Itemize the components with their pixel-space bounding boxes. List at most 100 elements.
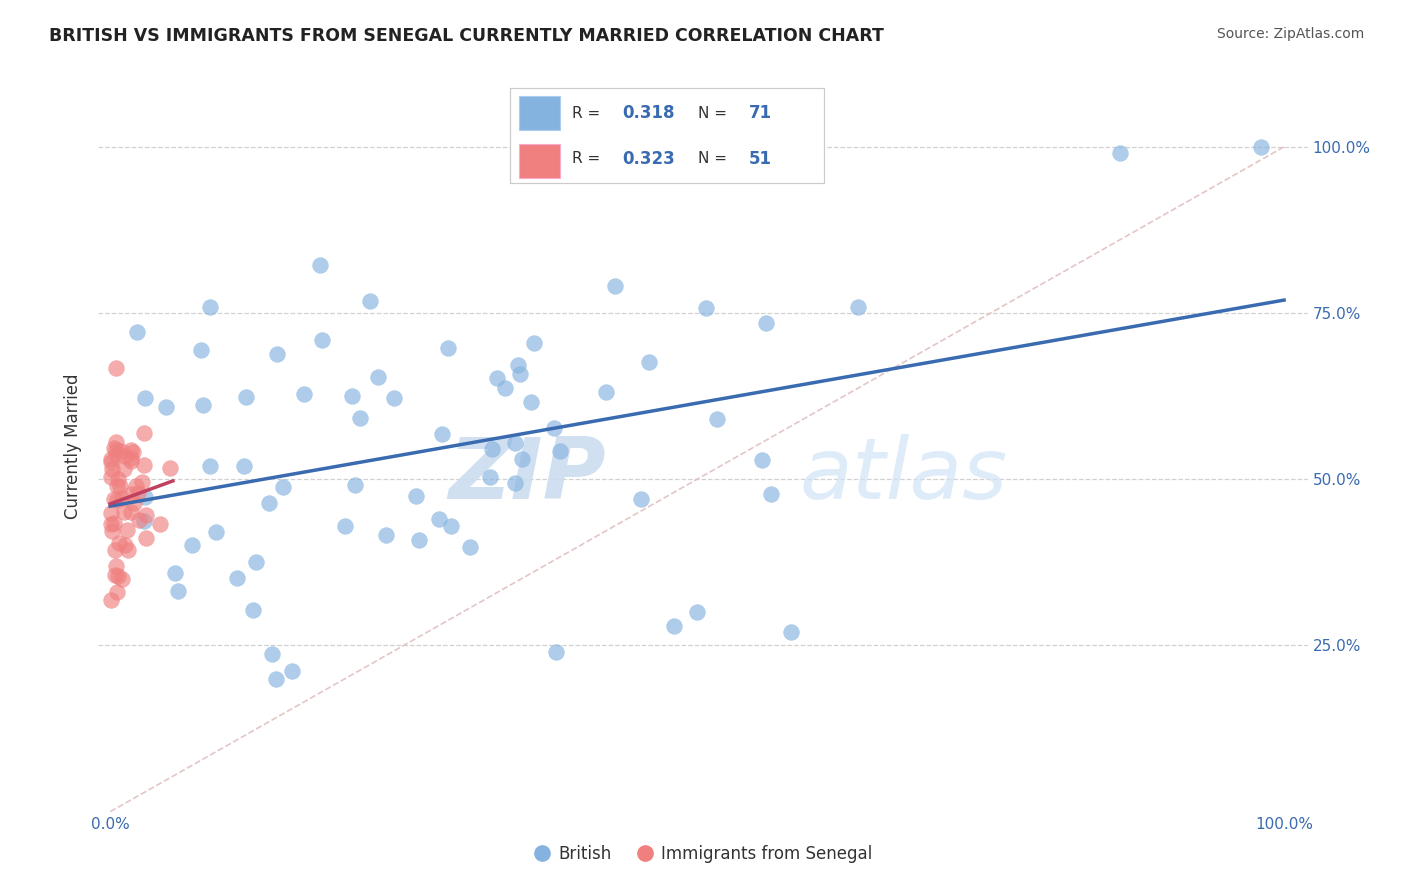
Point <box>159 461 181 475</box>
Point <box>120 486 142 500</box>
Point <box>245 555 267 569</box>
Point <box>125 479 148 493</box>
Point <box>120 451 142 466</box>
Point <box>439 518 461 533</box>
Point <box>107 479 129 493</box>
Point <box>436 341 458 355</box>
Point <box>427 512 450 526</box>
Point <box>149 517 172 532</box>
Text: BRITISH VS IMMIGRANTS FROM SENEGAL CURRENTLY MARRIED CORRELATION CHART: BRITISH VS IMMIGRANTS FROM SENEGAL CURRE… <box>49 27 884 45</box>
Point <box>226 571 249 585</box>
Point <box>751 453 773 467</box>
Point <box>374 528 396 542</box>
Point <box>548 444 571 458</box>
Point <box>478 470 501 484</box>
Point <box>103 516 125 530</box>
Point <box>117 523 139 537</box>
Point <box>111 572 134 586</box>
Point <box>204 525 226 540</box>
Point <box>264 672 287 686</box>
Point <box>108 479 131 493</box>
Point <box>630 491 652 506</box>
Point <box>132 425 155 440</box>
Point <box>695 301 717 315</box>
Point <box>127 325 149 339</box>
Point <box>105 442 128 457</box>
Point <box>112 462 135 476</box>
Point <box>430 426 453 441</box>
Point <box>780 625 803 640</box>
Point <box>367 370 389 384</box>
Point <box>510 451 533 466</box>
Point <box>103 491 125 506</box>
Point <box>755 316 778 330</box>
Point <box>481 442 503 457</box>
Point <box>198 300 221 314</box>
Point <box>131 475 153 489</box>
Point <box>100 470 122 484</box>
Point <box>271 480 294 494</box>
Point <box>342 389 364 403</box>
Point <box>638 355 661 369</box>
Point <box>344 478 367 492</box>
Point <box>603 279 626 293</box>
Point <box>280 665 302 679</box>
Point <box>292 386 315 401</box>
Point <box>111 491 134 505</box>
Point <box>1250 140 1272 154</box>
Point <box>686 605 709 619</box>
Point <box>100 462 122 476</box>
Point <box>100 593 122 607</box>
Point <box>105 448 128 462</box>
Y-axis label: Currently Married: Currently Married <box>65 373 83 519</box>
Point <box>458 541 481 555</box>
Point <box>120 505 142 519</box>
Point <box>163 566 186 581</box>
Point <box>662 618 685 632</box>
Point <box>706 412 728 426</box>
Point <box>103 441 125 455</box>
Point <box>108 536 131 550</box>
Point <box>503 436 526 450</box>
Point <box>128 513 150 527</box>
Point <box>242 603 264 617</box>
Point <box>486 371 509 385</box>
Point <box>114 449 136 463</box>
Point <box>134 391 156 405</box>
Point <box>105 585 128 599</box>
Point <box>117 543 139 558</box>
Point <box>846 300 869 314</box>
Point <box>155 400 177 414</box>
Point <box>257 496 280 510</box>
Point <box>100 524 122 539</box>
Point <box>191 398 214 412</box>
Legend: British, Immigrants from Senegal: British, Immigrants from Senegal <box>527 838 879 869</box>
Point <box>100 517 122 532</box>
Point <box>523 335 546 350</box>
Point <box>384 391 406 405</box>
Point <box>112 505 135 519</box>
Point <box>127 486 149 500</box>
Point <box>1108 146 1130 161</box>
Point <box>349 411 371 425</box>
Point <box>595 384 617 399</box>
Point <box>100 451 122 466</box>
Point <box>198 459 221 474</box>
Point <box>134 490 156 504</box>
Point <box>180 538 202 552</box>
Point <box>759 487 782 501</box>
Point <box>233 458 256 473</box>
Point <box>105 558 128 573</box>
Text: Source: ZipAtlas.com: Source: ZipAtlas.com <box>1216 27 1364 41</box>
Point <box>408 533 430 547</box>
Point <box>107 569 129 583</box>
Point <box>121 454 143 468</box>
Point <box>100 455 122 469</box>
Point <box>135 532 157 546</box>
Point <box>494 382 516 396</box>
Point <box>132 458 155 472</box>
Point <box>114 538 136 552</box>
Point <box>104 543 127 558</box>
Point <box>505 475 527 490</box>
Point <box>166 583 188 598</box>
